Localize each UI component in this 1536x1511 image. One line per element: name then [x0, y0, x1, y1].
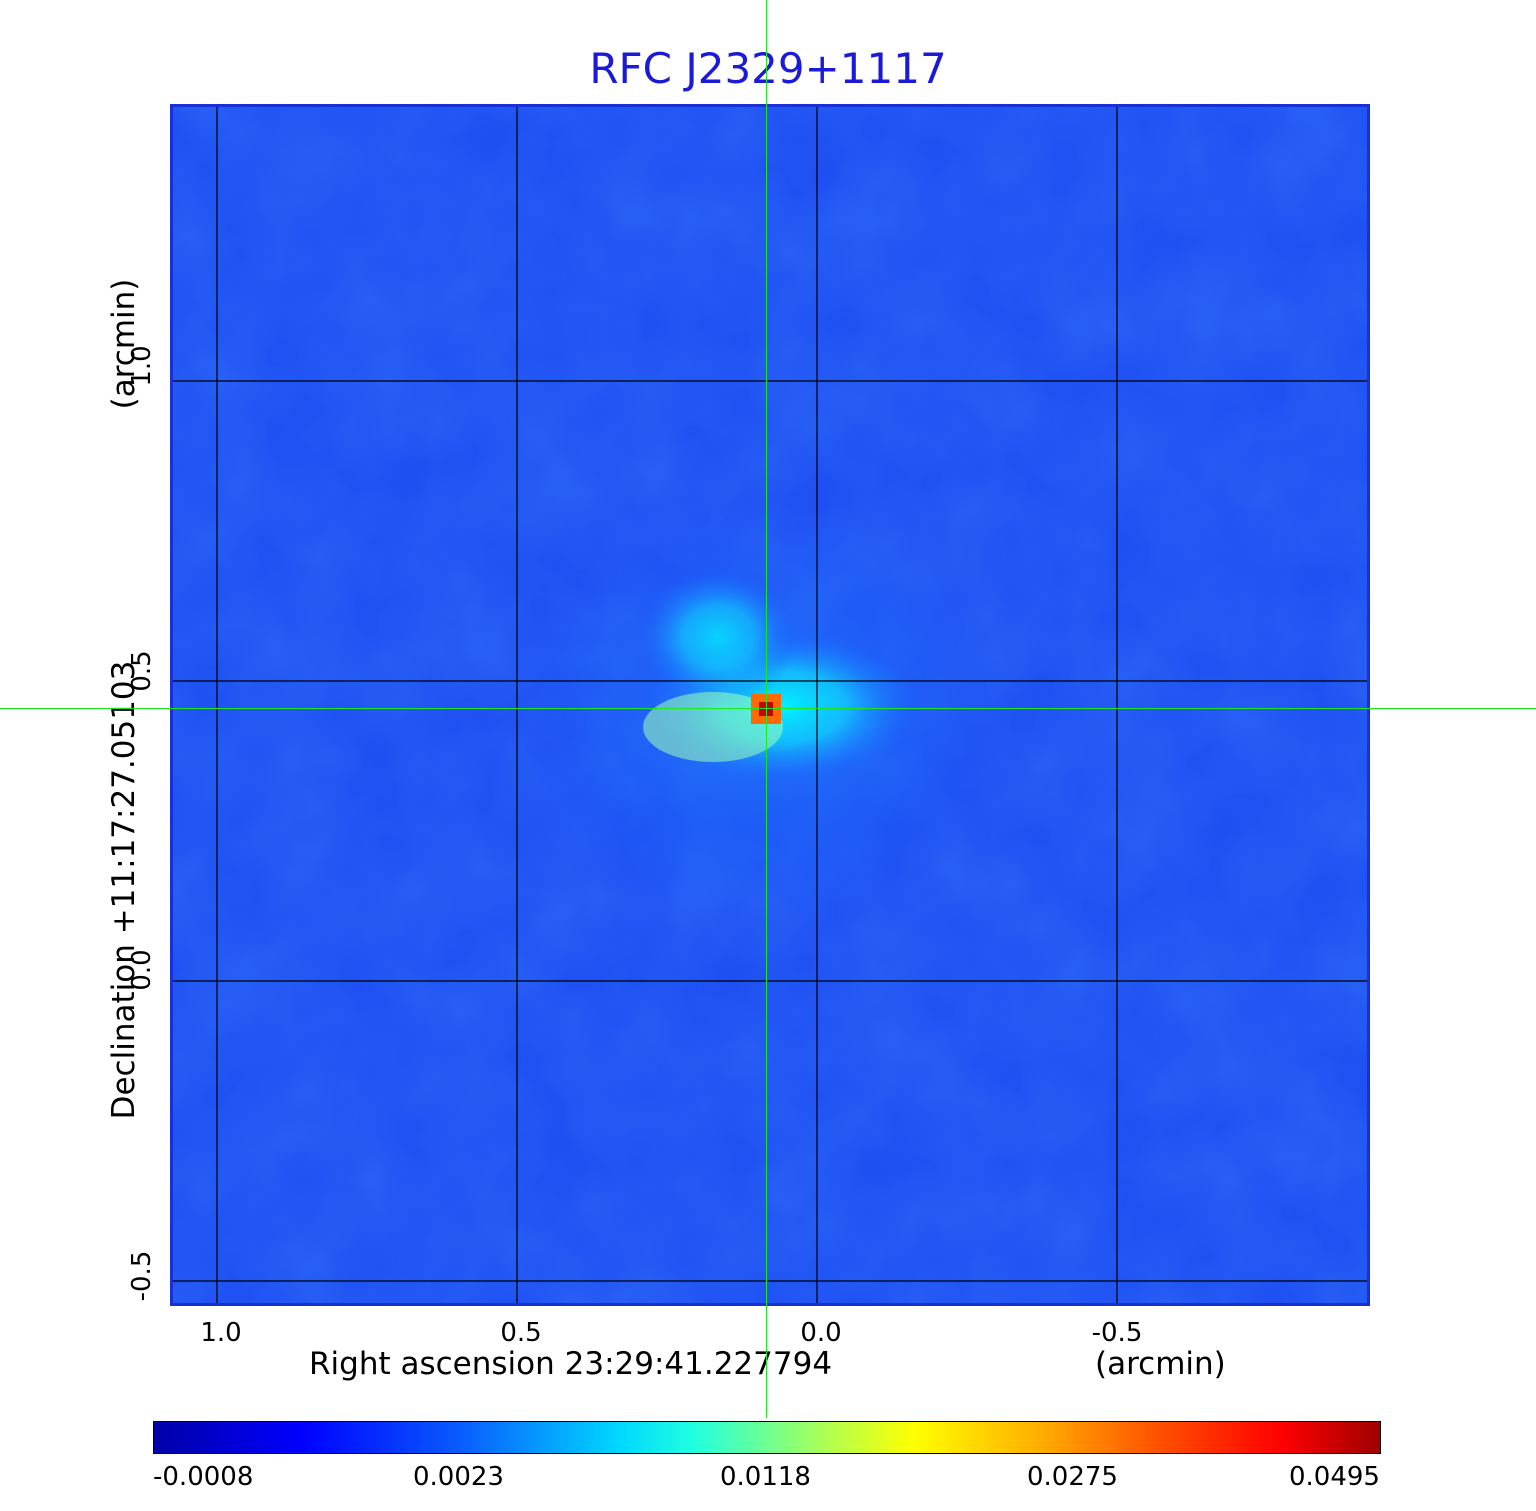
y-axis-unit: (arcmin): [106, 278, 142, 410]
x-tick-label: -0.5: [1091, 1318, 1143, 1348]
x-tick-label: 0.0: [800, 1318, 842, 1348]
x-tick-label: 1.0: [200, 1318, 242, 1348]
y-tick-label: -0.5: [127, 1250, 157, 1302]
radio-map-canvas: [173, 107, 1367, 1303]
crosshair-vertical: [766, 0, 767, 1418]
image-title: RFC J2329+1117: [589, 44, 947, 93]
x-tick-label: 0.5: [500, 1318, 542, 1348]
source-jet: [643, 692, 783, 762]
colorbar-tick-label: 0.0023: [413, 1462, 504, 1492]
x-axis-unit: (arcmin): [1095, 1346, 1226, 1382]
radio-map[interactable]: [170, 104, 1370, 1306]
y-axis-label: Declination +11:17:27.05103: [106, 660, 142, 1120]
colorbar: [153, 1421, 1381, 1454]
colorbar-tick-label: 0.0495: [1289, 1462, 1380, 1492]
source-halo-north: [638, 567, 798, 707]
colorbar-tick-label: -0.0008: [153, 1462, 254, 1492]
x-axis-label: Right ascension 23:29:41.227794: [309, 1346, 833, 1382]
coordinate-grid: [173, 107, 1367, 1303]
colorbar-tick-label: 0.0118: [720, 1462, 811, 1492]
colorbar-tick-label: 0.0275: [1027, 1462, 1118, 1492]
crosshair-horizontal: [0, 708, 1536, 709]
